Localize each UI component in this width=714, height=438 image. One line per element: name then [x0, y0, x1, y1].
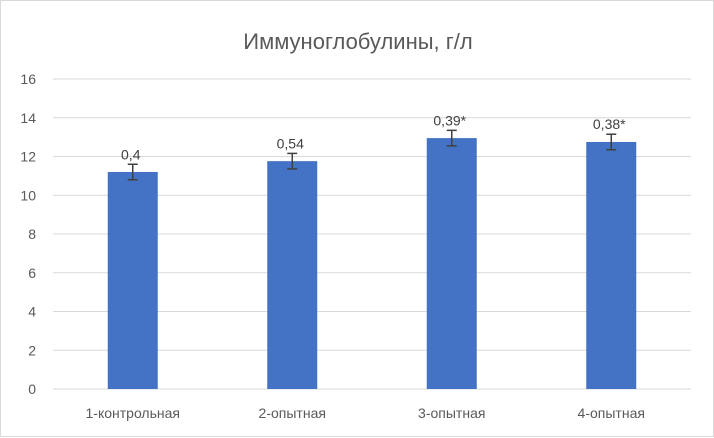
y-tick-label: 12 [20, 149, 36, 165]
bars [107, 138, 637, 389]
x-tick-label: 3-опытная [418, 405, 485, 421]
x-tick-label: 4-опытная [578, 405, 645, 421]
y-tick-label: 4 [28, 304, 36, 320]
y-tick-label: 8 [28, 226, 36, 242]
bar [267, 161, 318, 389]
bar [107, 172, 158, 389]
data-label: 0,54 [277, 135, 304, 151]
y-tick-label: 10 [20, 187, 36, 203]
bar [426, 138, 477, 389]
chart-title: Иммуноглобулины, г/л [243, 29, 472, 54]
y-tick-label: 2 [28, 342, 36, 358]
gridlines [53, 78, 691, 390]
x-axis-ticks: 1-контрольная 2-опытная 3-опытная 4-опытная [86, 405, 645, 421]
y-tick-label: 0 [28, 381, 36, 397]
bar [586, 141, 637, 389]
data-label: 0,39* [433, 112, 466, 128]
x-tick-label: 1-контрольная [86, 405, 181, 421]
y-tick-label: 6 [28, 265, 36, 281]
x-tick-label: 2-опытная [259, 405, 326, 421]
data-labels: 0,4 0,54 0,39* 0,38* [121, 112, 626, 162]
data-label: 0,4 [121, 146, 141, 162]
y-tick-label: 14 [20, 110, 36, 126]
error-bars [127, 129, 617, 181]
y-axis-ticks: 0 2 4 6 8 10 12 14 16 [20, 71, 36, 397]
y-tick-label: 16 [20, 71, 36, 87]
data-label: 0,38* [593, 116, 626, 132]
